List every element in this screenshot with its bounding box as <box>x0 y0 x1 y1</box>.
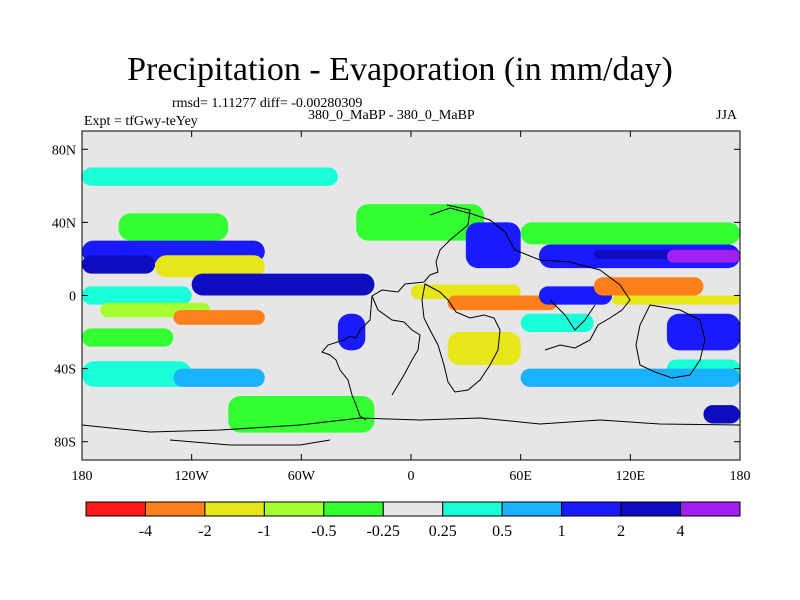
colorbar-swatch <box>85 501 146 517</box>
field-band <box>155 255 265 278</box>
field-band <box>465 222 521 269</box>
colorbar-swatch <box>680 501 741 517</box>
coastline-americas <box>321 204 471 421</box>
x-axis: 180 120W 60W 0 60E 120E 180 <box>72 131 751 484</box>
field-band <box>520 313 594 333</box>
colorbar-swatch <box>501 501 563 517</box>
coastline-eurasia <box>429 207 631 351</box>
field-band <box>520 222 740 245</box>
season-label: JJA <box>716 108 738 123</box>
coastline-south-america <box>371 295 421 396</box>
field-band <box>447 295 558 311</box>
y-tick-label: 0 <box>69 290 76 305</box>
y-tick-label: 80N <box>52 143 76 158</box>
colorbar-swatch <box>204 501 265 517</box>
x-tick-label: 0 <box>408 469 415 484</box>
field-band <box>703 405 740 424</box>
coastline-australia <box>635 304 706 379</box>
x-tick-label: 120W <box>175 469 210 484</box>
colorbar-swatch <box>323 501 384 517</box>
field-band <box>82 286 192 305</box>
colorbar-swatch <box>144 501 206 517</box>
coastline-antarctica <box>81 417 741 433</box>
y-tick-label: 80S <box>54 436 76 451</box>
y-tick-label: 40N <box>52 216 76 231</box>
coastline-africa <box>421 283 501 393</box>
center-label: 380_0_MaBP - 380_0_MaBP <box>308 108 475 123</box>
field-bands <box>82 167 740 433</box>
field-band <box>173 310 265 325</box>
field-band <box>82 328 174 347</box>
colorbar-label: -2 <box>198 523 211 540</box>
colorbar-swatch <box>442 501 503 517</box>
field-band <box>520 368 740 387</box>
field-band <box>191 273 375 296</box>
x-tick-label: 120E <box>616 469 646 484</box>
field-band <box>173 368 265 387</box>
colorbar-label: -1 <box>258 523 271 540</box>
field-band <box>118 213 229 241</box>
colorbar-label: 2 <box>617 523 625 540</box>
field-band <box>666 249 740 263</box>
stats-label: rmsd= 1.11277 diff= -0.00280309 <box>172 96 363 111</box>
x-tick-label: 60E <box>509 469 532 484</box>
field-band <box>82 255 156 274</box>
colorbar-label: 1 <box>558 523 566 540</box>
x-tick-label: 60W <box>288 469 316 484</box>
field-band <box>82 361 192 387</box>
colorbar-label: -0.5 <box>311 523 336 540</box>
colorbar-swatch <box>561 501 622 517</box>
field-band <box>82 167 338 186</box>
x-tick-label: 180 <box>730 469 751 484</box>
field-band <box>356 204 485 241</box>
coastlines <box>81 204 741 446</box>
colorbar-label: -0.25 <box>367 523 400 540</box>
field-band <box>337 313 366 351</box>
field-band <box>538 286 613 305</box>
field-band <box>612 295 740 305</box>
y-tick-label: 40S <box>54 363 76 378</box>
coastline-antarctic-peninsula <box>169 439 331 446</box>
chart-title: Precipitation - Evaporation (in mm/day) <box>127 51 673 88</box>
plot-area: 180 120W 60W 0 60E 120E 180 80N 40N 0 40S 80S <box>52 130 751 484</box>
field-band <box>447 332 521 365</box>
colorbar-label: -4 <box>139 523 152 540</box>
x-tick-label: 180 <box>72 469 93 484</box>
coastline-india <box>549 299 596 331</box>
y-axis: 80N 40N 0 40S 80S <box>52 143 740 451</box>
field-band <box>228 396 375 433</box>
colorbar-swatch <box>620 501 682 517</box>
colorbar-swatch <box>382 501 444 517</box>
colorbar-label: 0.5 <box>492 523 512 540</box>
field-band <box>593 277 704 296</box>
colorbar: -4 -2 -1 -0.5 -0.25 0.25 0.5 1 2 4 <box>85 501 741 540</box>
expt-label: Expt = tfGwy-teYey <box>84 114 198 129</box>
colorbar-label: 4 <box>677 523 685 540</box>
colorbar-label: 0.25 <box>429 523 457 540</box>
colorbar-swatch <box>263 501 325 517</box>
